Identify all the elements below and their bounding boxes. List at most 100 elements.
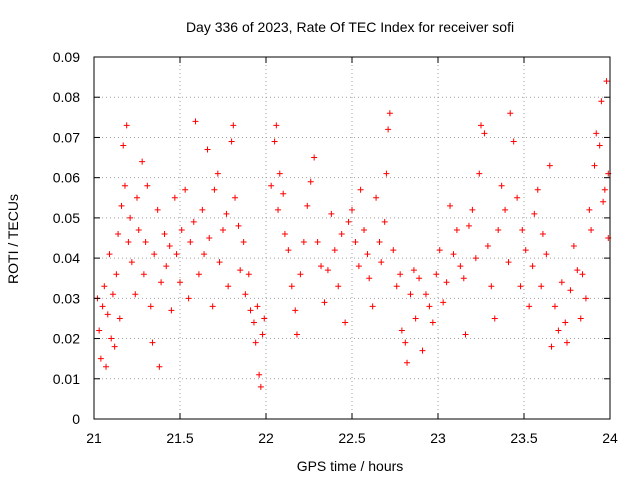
data-point bbox=[121, 182, 128, 189]
data-point bbox=[168, 307, 175, 314]
data-point bbox=[410, 267, 417, 274]
data-point bbox=[582, 295, 589, 302]
data-point bbox=[558, 279, 565, 286]
data-point bbox=[355, 263, 362, 270]
data-point bbox=[450, 251, 457, 258]
data-point bbox=[596, 142, 603, 149]
data-point bbox=[178, 226, 185, 233]
data-point bbox=[404, 359, 411, 366]
x-tick-label: 22 bbox=[258, 430, 274, 446]
data-point bbox=[304, 202, 311, 209]
data-point bbox=[297, 271, 304, 278]
data-point bbox=[158, 279, 165, 286]
data-point bbox=[151, 251, 158, 258]
data-point bbox=[383, 170, 390, 177]
data-point bbox=[209, 303, 216, 310]
data-point bbox=[199, 206, 206, 213]
data-point bbox=[120, 142, 127, 149]
data-point bbox=[109, 291, 116, 298]
data-point bbox=[171, 194, 178, 201]
data-point bbox=[342, 319, 349, 326]
data-point bbox=[271, 138, 278, 145]
data-point bbox=[223, 210, 230, 217]
data-point bbox=[502, 206, 509, 213]
data-point bbox=[142, 239, 149, 246]
data-point bbox=[453, 226, 460, 233]
data-point bbox=[603, 78, 610, 85]
data-point bbox=[318, 263, 325, 270]
data-point bbox=[393, 283, 400, 290]
data-point bbox=[216, 259, 223, 266]
y-tick-label: 0.02 bbox=[53, 331, 80, 347]
data-point bbox=[331, 247, 338, 254]
data-point bbox=[101, 283, 108, 290]
y-tick-label: 0.04 bbox=[53, 250, 80, 266]
data-point bbox=[134, 194, 140, 201]
data-point bbox=[484, 243, 491, 250]
data-point bbox=[601, 186, 608, 193]
data-point bbox=[204, 146, 211, 153]
data-point bbox=[505, 259, 512, 266]
data-point bbox=[397, 271, 404, 278]
data-points bbox=[94, 78, 612, 390]
data-point bbox=[376, 239, 383, 246]
data-point bbox=[539, 230, 546, 237]
data-point bbox=[564, 339, 570, 346]
data-point bbox=[440, 299, 447, 306]
data-point bbox=[195, 271, 202, 278]
data-point bbox=[144, 182, 151, 189]
data-point bbox=[586, 206, 593, 213]
y-tick-label: 0.05 bbox=[53, 210, 80, 226]
data-point bbox=[116, 315, 123, 322]
y-tick-label: 0.08 bbox=[53, 89, 80, 105]
data-point bbox=[280, 190, 287, 197]
data-point bbox=[293, 331, 300, 338]
data-point bbox=[517, 283, 524, 290]
data-point bbox=[443, 279, 450, 286]
data-point bbox=[113, 271, 120, 278]
data-point bbox=[245, 271, 252, 278]
data-point bbox=[514, 194, 521, 201]
data-point bbox=[378, 259, 385, 266]
data-point bbox=[135, 226, 142, 233]
data-point bbox=[247, 307, 254, 314]
data-point bbox=[311, 154, 318, 161]
x-tick-label: 21.5 bbox=[166, 430, 193, 446]
data-point bbox=[349, 206, 355, 213]
data-point bbox=[588, 226, 595, 233]
data-point bbox=[369, 303, 376, 310]
data-point bbox=[381, 218, 388, 225]
data-point bbox=[555, 327, 562, 334]
data-point bbox=[232, 194, 239, 201]
data-point bbox=[166, 243, 173, 250]
data-point bbox=[366, 275, 373, 282]
data-point bbox=[187, 239, 194, 246]
y-tick-label: 0.06 bbox=[53, 170, 80, 186]
data-point bbox=[386, 110, 393, 117]
y-tick-label: 0.07 bbox=[53, 129, 80, 145]
data-point bbox=[132, 291, 139, 298]
data-point bbox=[240, 239, 247, 246]
data-point bbox=[498, 182, 505, 189]
data-point bbox=[543, 251, 550, 258]
data-point bbox=[531, 210, 538, 217]
y-tick-label: 0.03 bbox=[53, 290, 80, 306]
data-point bbox=[201, 251, 208, 258]
data-point bbox=[324, 267, 331, 274]
data-point bbox=[436, 247, 443, 254]
data-point bbox=[534, 186, 541, 193]
data-point bbox=[526, 303, 533, 310]
x-tick-label: 23.5 bbox=[510, 430, 537, 446]
data-point bbox=[321, 299, 328, 306]
data-point bbox=[398, 327, 405, 334]
data-point bbox=[491, 315, 498, 322]
axis-ticks: 21 21.5 22 22.5 23 23.5 24 0 0.01 0.02 0.03 0.04 0.0… bbox=[53, 49, 618, 446]
plot-frame bbox=[93, 56, 611, 420]
data-point bbox=[108, 335, 115, 342]
data-point bbox=[574, 267, 581, 274]
data-point bbox=[507, 110, 514, 117]
data-point bbox=[185, 295, 192, 302]
data-point bbox=[419, 347, 426, 354]
data-point bbox=[361, 226, 368, 233]
